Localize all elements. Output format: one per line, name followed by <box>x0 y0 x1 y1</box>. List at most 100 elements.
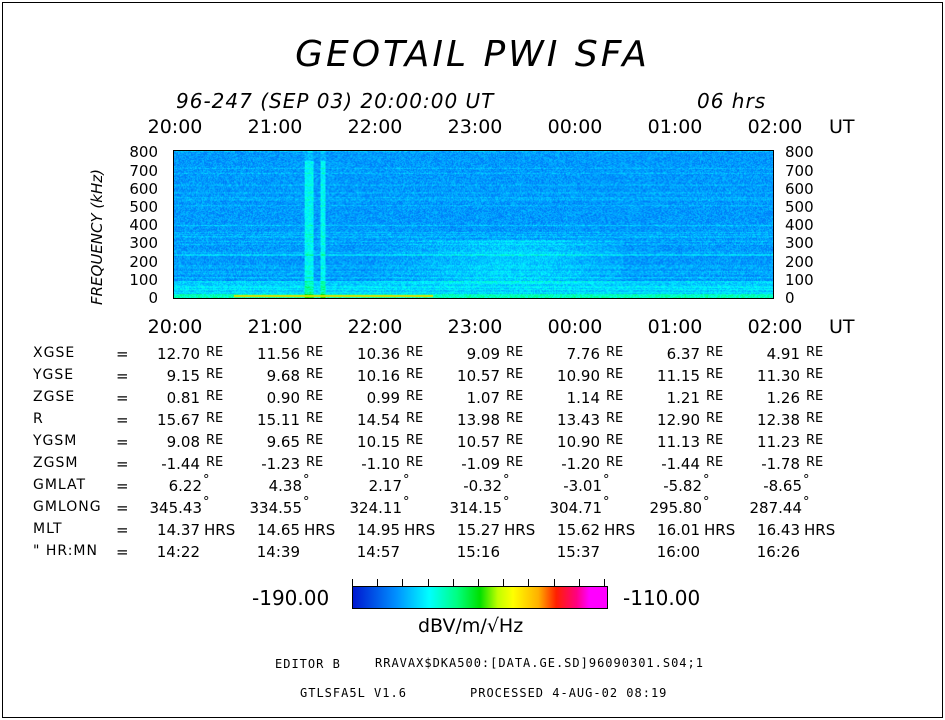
row-unit: RE <box>206 433 224 448</box>
row-unit: ° <box>203 473 210 488</box>
row-unit: RE <box>206 345 224 360</box>
y-tick-left: 700 <box>129 161 158 180</box>
equals-sign: = <box>116 499 129 517</box>
row-unit: RE <box>406 345 424 360</box>
colorbar-tick <box>452 579 454 586</box>
row-value: 10.90 <box>557 367 600 385</box>
row-unit: RE <box>406 367 424 382</box>
x-tick-top: 00:00 <box>547 116 603 138</box>
x-tick-bottom: 21:00 <box>247 316 303 338</box>
row-unit: RE <box>706 411 724 426</box>
row-unit: RE <box>206 389 224 404</box>
row-value: 15.11 <box>257 411 300 429</box>
row-label: ZGSM <box>33 455 79 471</box>
row-unit: RE <box>606 367 624 382</box>
equals-sign: = <box>116 477 129 495</box>
row-value: 16.01 <box>657 521 700 539</box>
y-axis-label: FREQUENCY (kHz) <box>88 169 106 305</box>
equals-sign: = <box>116 543 129 561</box>
row-value: 0.99 <box>366 389 400 407</box>
colorbar-tick <box>578 579 580 586</box>
colorbar-tick <box>402 579 404 586</box>
span-label: 06 hrs <box>697 89 767 113</box>
row-unit: HRS <box>504 521 536 539</box>
row-value: 11.23 <box>757 433 800 451</box>
row-unit: ° <box>503 473 510 488</box>
row-value: 14:22 <box>156 543 200 561</box>
row-value: 14:39 <box>256 543 300 561</box>
row-label: MLT <box>33 521 63 537</box>
row-value: 345.43 <box>149 499 203 517</box>
y-tick-left: 300 <box>129 234 158 253</box>
row-value: 15:37 <box>556 543 600 561</box>
equals-sign: = <box>116 455 129 473</box>
x-tick-top: 20:00 <box>147 116 203 138</box>
row-unit: RE <box>606 411 624 426</box>
equals-sign: = <box>116 433 129 451</box>
row-unit: RE <box>306 433 324 448</box>
row-unit: ° <box>803 495 810 510</box>
row-unit: HRS <box>704 521 736 539</box>
row-unit: HRS <box>404 521 436 539</box>
x-tick-top: 02:00 <box>747 116 803 138</box>
x-tick-bottom: 00:00 <box>547 316 603 338</box>
row-value: 14.54 <box>357 411 400 429</box>
colorbar-tick <box>604 579 605 586</box>
row-unit: HRS <box>604 521 636 539</box>
equals-sign: = <box>116 367 129 385</box>
row-value: 9.15 <box>166 367 200 385</box>
equals-sign: = <box>116 521 129 539</box>
row-value: 11.30 <box>757 367 800 385</box>
row-unit: RE <box>506 455 524 470</box>
y-tick-right: 700 <box>785 161 814 180</box>
row-unit: RE <box>406 389 424 404</box>
row-unit: ° <box>403 473 410 488</box>
row-label: ZGSE <box>33 389 76 405</box>
row-value: 11.56 <box>257 345 300 363</box>
row-value: 14.37 <box>157 521 200 539</box>
row-value: 10.15 <box>357 433 400 451</box>
row-value: 10.16 <box>357 367 400 385</box>
row-value: 295.80 <box>649 499 703 517</box>
y-tick-right: 600 <box>785 179 814 198</box>
row-value: -3.01 <box>563 477 602 495</box>
row-value: 16.43 <box>757 521 800 539</box>
row-value: -5.82 <box>663 477 702 495</box>
row-unit: RE <box>306 389 324 404</box>
row-unit: RE <box>706 455 724 470</box>
row-label: GMLONG <box>33 499 102 515</box>
x-tick-top: 01:00 <box>647 116 703 138</box>
plot-title: GEOTAIL PWI SFA <box>295 34 650 75</box>
row-unit: RE <box>606 455 624 470</box>
row-value: 15.62 <box>557 521 600 539</box>
row-unit: RE <box>706 345 724 360</box>
y-tick-right: 0 <box>785 289 795 307</box>
row-value: 15:16 <box>456 543 500 561</box>
row-unit: RE <box>806 455 824 470</box>
date-subtitle: 96-247 (SEP 03) 20:00:00 UT <box>176 89 495 113</box>
row-unit: RE <box>406 455 424 470</box>
row-value: -1.20 <box>561 455 600 473</box>
row-value: 314.15 <box>449 499 503 517</box>
row-value: 0.81 <box>166 389 200 407</box>
row-unit: HRS <box>304 521 336 539</box>
row-value: 334.55 <box>249 499 303 517</box>
colorbar-tick <box>553 579 555 586</box>
row-unit: ° <box>303 473 310 488</box>
y-tick-left: 800 <box>129 143 158 162</box>
row-unit: RE <box>406 411 424 426</box>
row-unit: ° <box>403 495 410 510</box>
colorbar <box>352 579 608 609</box>
row-value: 10.36 <box>357 345 400 363</box>
row-unit: RE <box>506 411 524 426</box>
row-value: -1.44 <box>661 455 700 473</box>
x-tick-bottom: 02:00 <box>747 316 803 338</box>
row-unit: RE <box>306 345 324 360</box>
row-value: 13.98 <box>457 411 500 429</box>
row-unit: RE <box>206 411 224 426</box>
row-value: 15.67 <box>157 411 200 429</box>
row-unit: RE <box>506 367 524 382</box>
y-tick-right: 300 <box>785 234 814 253</box>
row-value: 12.38 <box>757 411 800 429</box>
